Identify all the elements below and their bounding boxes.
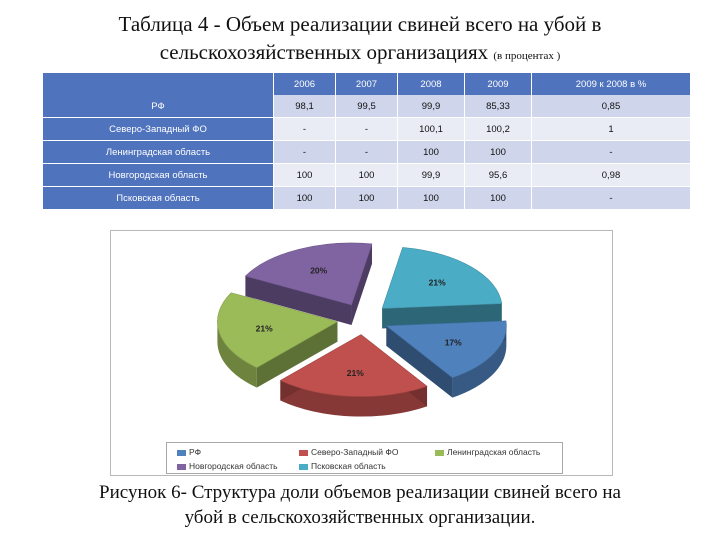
table-cell: 99,9 bbox=[397, 163, 465, 187]
legend-swatch-nw bbox=[299, 449, 308, 456]
legend-swatch-nov bbox=[177, 463, 186, 470]
table-cell: 100 bbox=[464, 140, 532, 164]
pie-data-label: 21% bbox=[256, 323, 273, 333]
table-cell: 0,85 bbox=[531, 95, 691, 118]
row-label: Псковская область bbox=[43, 186, 274, 210]
table-cell: 95,6 bbox=[464, 163, 532, 187]
table-cell: 100 bbox=[335, 186, 398, 210]
table-cell: - bbox=[335, 140, 398, 164]
pie-data-label: 21% bbox=[347, 368, 364, 378]
pie-slice-top bbox=[381, 247, 503, 309]
table-cell: 100 bbox=[397, 140, 465, 164]
table-cell: 100 bbox=[273, 186, 336, 210]
figure-caption: Рисунок 6- Структура доли объемов реализ… bbox=[0, 480, 720, 530]
table-cell: - bbox=[273, 117, 336, 141]
legend-swatch-psk bbox=[299, 463, 308, 470]
table-row: Новгородская область 100 100 99,9 95,6 0… bbox=[43, 163, 691, 187]
caption-line-2: убой в сельскохозяйственных организации. bbox=[184, 507, 536, 528]
pie-slice-top bbox=[279, 334, 428, 397]
legend-swatch-len bbox=[435, 449, 444, 456]
table-cell: - bbox=[531, 186, 691, 210]
legend-label: Северо-Западный ФО bbox=[311, 447, 399, 457]
page-title: Таблица 4 - Объем реализации свиней всег… bbox=[0, 10, 720, 70]
chart-legend: РФ Северо-Западный ФО Ленинградская обла… bbox=[166, 442, 563, 474]
row-label: Новгородская область bbox=[43, 163, 274, 187]
legend-swatch-rf bbox=[177, 449, 186, 456]
pie-slice-top bbox=[244, 242, 373, 306]
pie-slice-cut bbox=[256, 321, 338, 388]
pie-chart-frame: 20% 21% 21% 17% 21% bbox=[110, 230, 613, 476]
pie-chart: 20% 21% 21% 17% 21% bbox=[217, 242, 507, 417]
pie-slice-cut bbox=[386, 325, 453, 398]
table-cell: 100,2 bbox=[464, 117, 532, 141]
pie-slice-top bbox=[217, 292, 339, 368]
legend-item: Северо-Западный ФО bbox=[299, 445, 398, 459]
table-cell: 100 bbox=[397, 186, 465, 210]
pie-slice-side bbox=[280, 380, 428, 417]
legend-label: Ленинградская область bbox=[447, 447, 541, 457]
header-cell-change: 2009 к 2008 в % bbox=[531, 73, 691, 95]
header-cell-empty bbox=[43, 73, 274, 95]
pie-slice-cut bbox=[351, 243, 372, 326]
legend-item: Новгородская область bbox=[177, 459, 278, 473]
table-cell: - bbox=[273, 140, 336, 164]
pie-slice: 21% bbox=[279, 334, 428, 417]
table-cell: 99,9 bbox=[397, 95, 465, 118]
pie-slice: 20% bbox=[244, 242, 373, 326]
pie-slice-side bbox=[217, 321, 257, 388]
title-line-1: Таблица 4 - Объем реализации свиней всег… bbox=[118, 12, 602, 36]
table-row: Северо-Западный ФО - - 100,1 100,2 1 bbox=[43, 117, 691, 141]
pie-slice: 21% bbox=[381, 247, 503, 329]
pie-data-label: 17% bbox=[445, 338, 462, 348]
table-row: РФ 98,1 99,5 99,9 85,33 0,85 bbox=[43, 95, 691, 118]
table-cell: 0,98 bbox=[531, 163, 691, 187]
caption-line-1: Рисунок 6- Структура доли объемов реализ… bbox=[99, 482, 621, 503]
header-cell-2006: 2006 bbox=[273, 73, 336, 95]
legend-item: РФ bbox=[177, 445, 201, 459]
pie-data-label: 21% bbox=[429, 278, 446, 288]
pie-slice-cut bbox=[245, 276, 352, 326]
table-header-row: 2006 2007 2008 2009 2009 к 2008 в % bbox=[43, 73, 691, 95]
legend-label: Псковская область bbox=[311, 461, 386, 471]
table-cell: 1 bbox=[531, 117, 691, 141]
pie-data-label: 20% bbox=[310, 266, 327, 276]
table-cell: 100 bbox=[335, 163, 398, 187]
data-table: 2006 2007 2008 2009 2009 к 2008 в % РФ 9… bbox=[43, 73, 691, 210]
row-label: Ленинградская область bbox=[43, 140, 274, 164]
pie-slice-side bbox=[452, 325, 507, 398]
header-cell-2008: 2008 bbox=[397, 73, 465, 95]
table-cell: 100 bbox=[273, 163, 336, 187]
legend-item: Псковская область bbox=[299, 459, 386, 473]
table-cell: 100,1 bbox=[397, 117, 465, 141]
pie-slice: 17% bbox=[385, 320, 507, 398]
legend-label: РФ bbox=[189, 447, 202, 457]
table-row: Псковская область 100 100 100 100 - bbox=[43, 186, 691, 210]
title-unit-note: (в процентах ) bbox=[493, 50, 561, 62]
table-cell: 99,5 bbox=[335, 95, 398, 118]
title-line-2-text: сельскохозяйственных организациях bbox=[159, 40, 489, 64]
table-cell: - bbox=[531, 140, 691, 164]
header-cell-2009: 2009 bbox=[464, 73, 532, 95]
row-label: РФ bbox=[43, 95, 274, 118]
table-cell: - bbox=[335, 117, 398, 141]
legend-item: Ленинградская область bbox=[435, 445, 540, 459]
header-cell-2007: 2007 bbox=[335, 73, 398, 95]
pie-slice-top bbox=[385, 320, 507, 378]
legend-label: Новгородская область bbox=[189, 461, 278, 471]
row-label: Северо-Западный ФО bbox=[43, 117, 274, 141]
title-line-2: сельскохозяйственных организациях (в про… bbox=[0, 38, 720, 70]
table-cell: 98,1 bbox=[273, 95, 336, 118]
table-row: Ленинградская область - - 100 100 - bbox=[43, 140, 691, 164]
table-cell: 100 bbox=[464, 186, 532, 210]
table-cell: 85,33 bbox=[464, 95, 532, 118]
pie-slice: 21% bbox=[217, 292, 339, 388]
